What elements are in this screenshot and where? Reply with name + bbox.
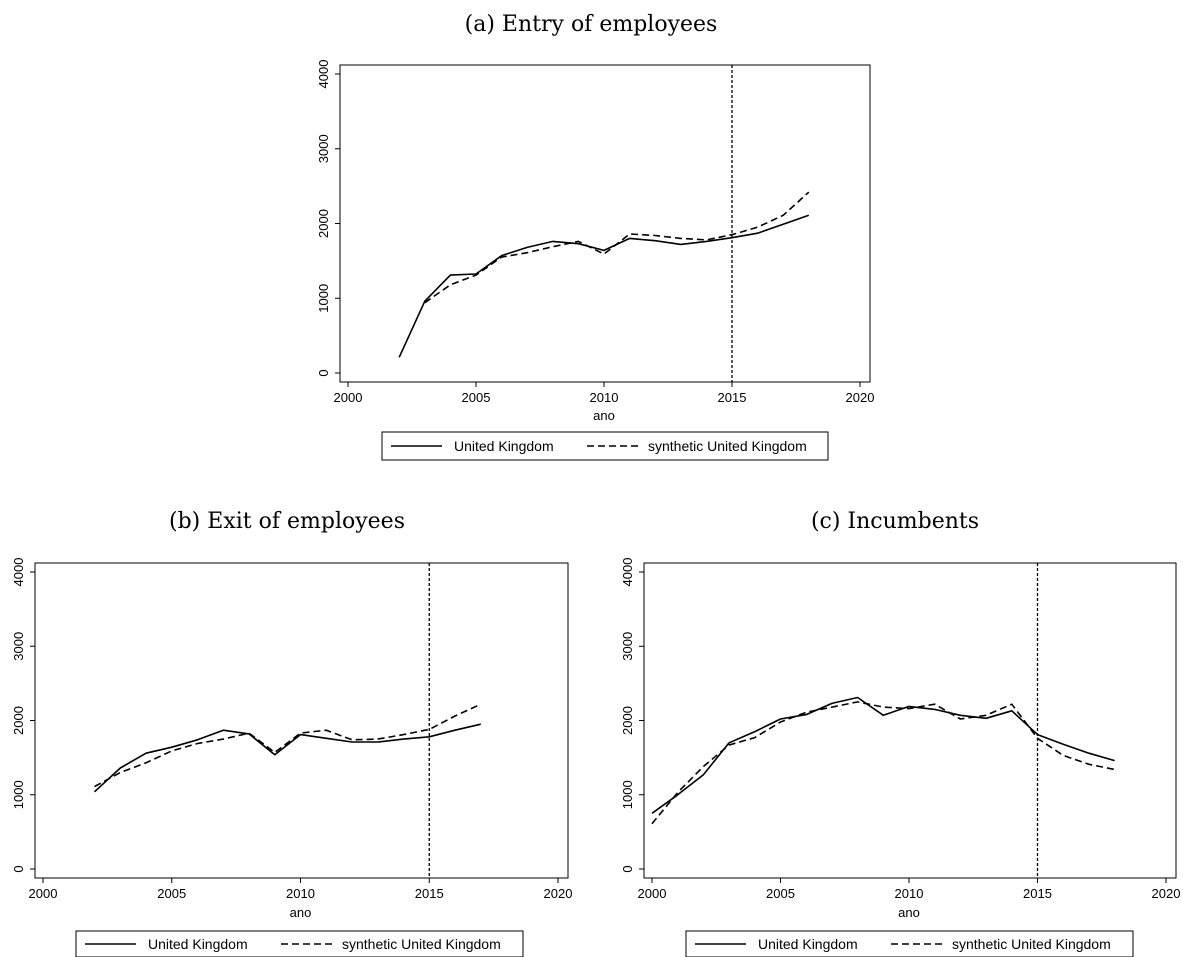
- panel-c-plot-frame: [643, 562, 1177, 879]
- panel-b-series-synthetic-uk: [94, 703, 482, 788]
- panel-c-y-tick-label: 0: [620, 865, 635, 872]
- panel-c-chart: 2000 2005 2010 2015 2020 0 1000 2000 3000 4000 ano…: [620, 558, 1180, 957]
- panel-c-title: (c) Incumbents: [810, 509, 980, 534]
- panel-c-x-tick-label: 2010: [895, 886, 924, 901]
- panel-a-legend-label-synthetic-uk: synthetic United Kingdom: [648, 438, 807, 454]
- panel-a-x-tick-label: 2010: [590, 390, 619, 405]
- panel-a-y-tick-label: 3000: [316, 134, 331, 163]
- panel-b-plot-frame: [34, 562, 569, 879]
- panel-a-y-tick-label: 0: [316, 369, 331, 376]
- panel-c-legend-label-uk: United Kingdom: [758, 936, 858, 952]
- panel-b-x-tick-label: 2000: [29, 886, 58, 901]
- panel-c-legend: United Kingdom synthetic United Kingdom: [685, 930, 1134, 957]
- panel-c-y-tick-label: 3000: [620, 632, 635, 661]
- panel-b-x-tick-label: 2020: [544, 886, 573, 901]
- panel-c-legend-box: [685, 930, 1134, 957]
- panel-b-x-tick-label: 2010: [286, 886, 315, 901]
- panel-b-series-uk: [93, 723, 481, 793]
- panel-a-series-synthetic-uk: [424, 191, 810, 304]
- panel-a-series-uk: [398, 214, 810, 358]
- panel-c-x-tick-label: 2015: [1023, 886, 1052, 901]
- panel-a-title: (a) Entry of employees: [464, 12, 718, 37]
- panel-a-y-tick-label: 1000: [316, 284, 331, 313]
- panel-c-x-tick-label: 2020: [1152, 886, 1181, 901]
- panel-c-series-uk: [651, 696, 1115, 814]
- panel-a-legend-label-uk: United Kingdom: [454, 438, 554, 454]
- panel-a-plot-frame: [339, 64, 871, 383]
- panel-c-legend-label-synthetic-uk: synthetic United Kingdom: [952, 936, 1111, 952]
- panel-c-x-tick-label: 2000: [638, 886, 667, 901]
- panel-b-x-tick-label: 2005: [157, 886, 186, 901]
- panel-c-series-synthetic-uk: [651, 701, 1115, 825]
- panel-b-x-axis-title: ano: [290, 905, 312, 920]
- panel-c-x-tick-label: 2005: [766, 886, 795, 901]
- panel-a-x-tick-label: 2020: [846, 390, 875, 405]
- panel-b-legend-box: [75, 930, 524, 957]
- panel-b-y-tick-label: 3000: [11, 632, 26, 661]
- panel-a-y-tick-label: 4000: [316, 60, 331, 89]
- panel-a-x-tick-label: 2005: [462, 390, 491, 405]
- panel-b-y-tick-label: 2000: [11, 706, 26, 735]
- panel-a-y-tick-label: 2000: [316, 209, 331, 238]
- panel-b-y-tick-label: 0: [11, 865, 26, 872]
- panel-c-x-axis-title: ano: [898, 905, 920, 920]
- panel-b-x-tick-label: 2015: [415, 886, 444, 901]
- panel-c-y-tick-label: 4000: [620, 558, 635, 587]
- panel-a-legend: United Kingdom synthetic United Kingdom: [381, 431, 829, 461]
- panel-b-chart: 2000 2005 2010 2015 2020 0 1000 2000 3000 4000 ano…: [11, 558, 572, 957]
- panel-a-x-tick-label: 2000: [334, 390, 363, 405]
- panel-a-x-tick-label: 2015: [718, 390, 747, 405]
- panel-b-legend-label-uk: United Kingdom: [148, 936, 248, 952]
- panel-b-y-tick-label: 4000: [11, 558, 26, 587]
- panel-a-chart: 2000 2005 2010 2015 2020 0 1000 2000 3000 4000 ano…: [316, 60, 875, 461]
- panel-b-title: (b) Exit of employees: [169, 509, 405, 534]
- panel-b-y-tick-label: 1000: [11, 780, 26, 809]
- panel-c-y-tick-label: 2000: [620, 706, 635, 735]
- panel-c-y-tick-label: 1000: [620, 780, 635, 809]
- panel-b-legend: United Kingdom synthetic United Kingdom: [75, 930, 524, 957]
- panel-b-legend-label-synthetic-uk: synthetic United Kingdom: [342, 936, 501, 952]
- panel-a-x-axis-title: ano: [593, 408, 615, 423]
